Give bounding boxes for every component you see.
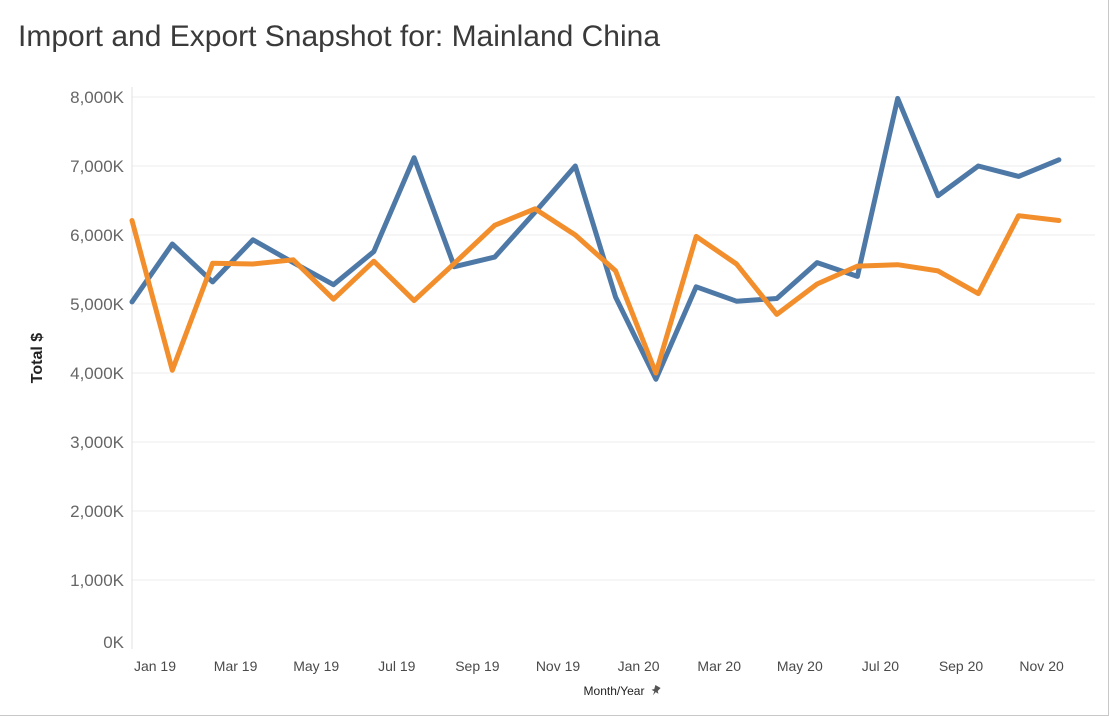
x-tick-label: Mar 20 xyxy=(697,658,741,674)
x-tick-label: Jul 19 xyxy=(378,658,416,674)
x-axis-label: Month/Year xyxy=(584,684,645,698)
y-tick-label: 4,000K xyxy=(70,364,125,383)
x-tick-label: Sep 20 xyxy=(939,658,984,674)
y-axis-label: Total $ xyxy=(29,333,46,383)
page-title: Import and Export Snapshot for: Mainland… xyxy=(18,20,661,53)
x-tick-label: May 19 xyxy=(293,658,339,674)
x-tick-label: Mar 19 xyxy=(214,658,258,674)
y-tick-label: 0K xyxy=(103,633,124,652)
pin-icon[interactable] xyxy=(650,685,662,698)
x-tick-label: Jan 20 xyxy=(618,658,660,674)
x-tick-label: Sep 19 xyxy=(455,658,500,674)
y-tick-label: 7,000K xyxy=(70,157,125,176)
x-tick-label: Jan 19 xyxy=(134,658,176,674)
x-tick-label: Nov 20 xyxy=(1019,658,1064,674)
y-tick-label: 5,000K xyxy=(70,295,125,314)
y-axis: 0K 1,000K 2,000K 3,000K 4,000K 5,000K 6,000K 7,… xyxy=(70,87,133,652)
x-tick-label: Jul 20 xyxy=(862,658,900,674)
y-tick-label: 1,000K xyxy=(70,571,125,590)
x-axis: Jan 19 Mar 19 May 19 Jul 19 Sep 19 Nov 19 Jan … xyxy=(134,658,1064,674)
gridlines xyxy=(132,96,1095,581)
y-tick-label: 8,000K xyxy=(70,88,125,107)
y-tick-label: 3,000K xyxy=(70,433,125,452)
x-tick-label: May 20 xyxy=(777,658,823,674)
y-tick-label: 2,000K xyxy=(70,502,125,521)
series-lines xyxy=(129,95,1062,382)
series-line-1[interactable] xyxy=(129,95,1062,382)
series-line-2[interactable] xyxy=(129,206,1062,376)
x-tick-label: Nov 19 xyxy=(536,658,581,674)
y-tick-label: 6,000K xyxy=(70,226,125,245)
